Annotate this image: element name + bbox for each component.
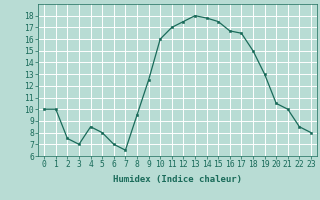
X-axis label: Humidex (Indice chaleur): Humidex (Indice chaleur) [113,175,242,184]
